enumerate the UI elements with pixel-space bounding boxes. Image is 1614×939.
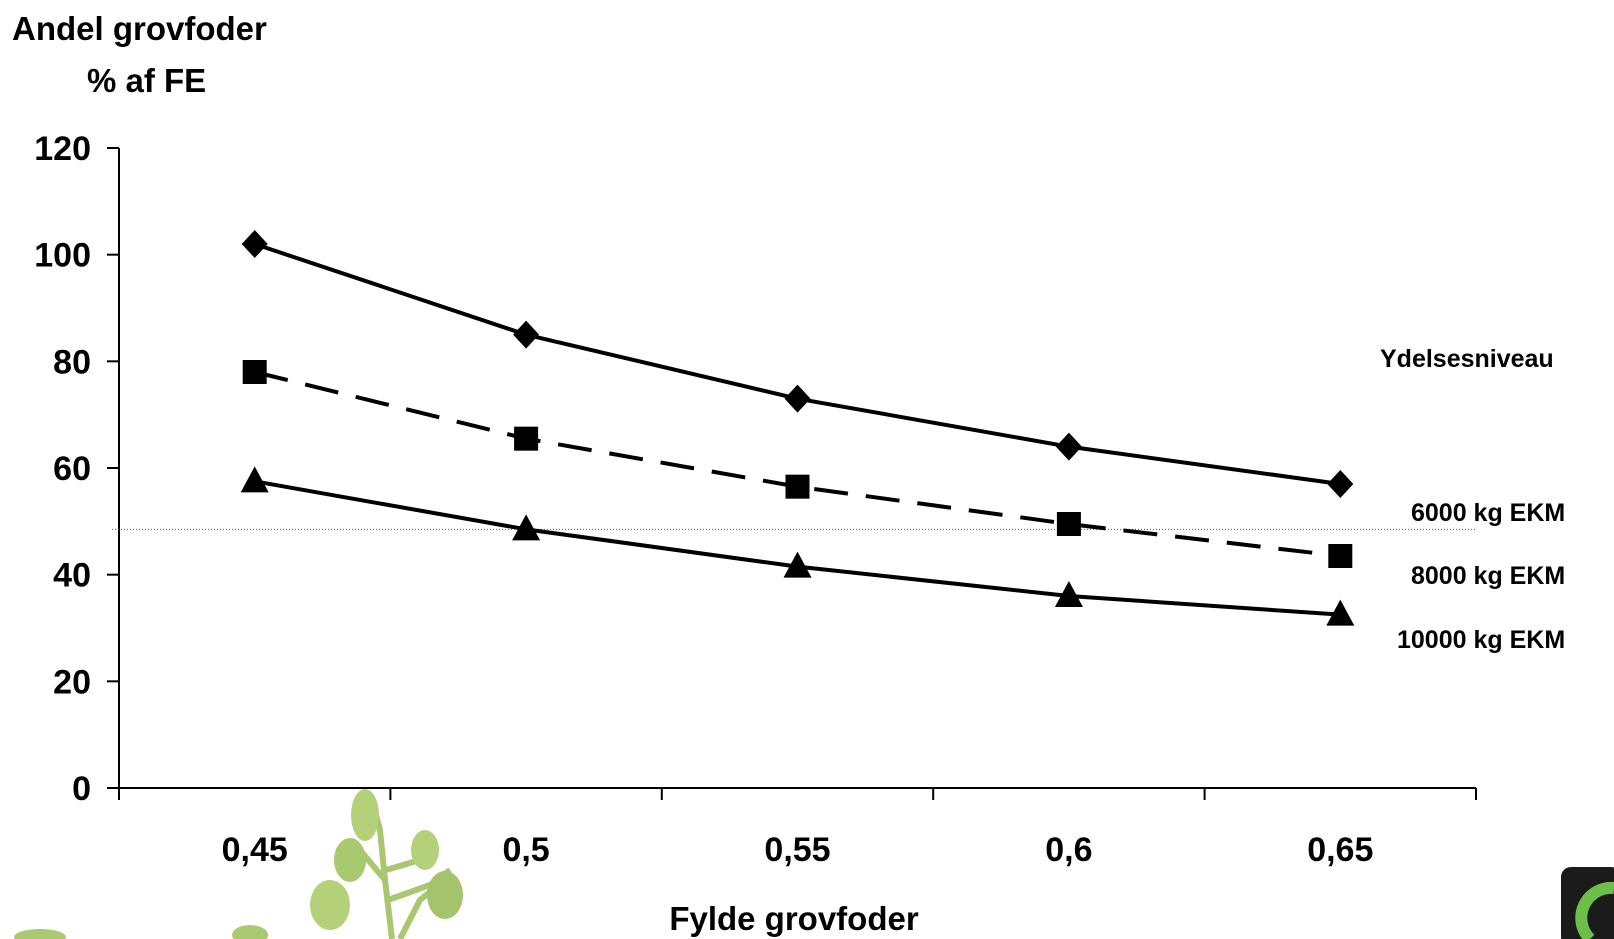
data-point-square bbox=[514, 426, 539, 451]
y-tick-label: 100 bbox=[34, 237, 91, 275]
data-point-square bbox=[1328, 544, 1353, 568]
data-point-triangle bbox=[240, 466, 269, 493]
y-ticks: 0 20 40 60 80 100 120 bbox=[34, 130, 119, 808]
data-point-triangle bbox=[512, 514, 541, 541]
series-line-2 bbox=[254, 479, 1341, 617]
data-point-triangle bbox=[783, 551, 812, 578]
data-point-square bbox=[1056, 512, 1081, 536]
x-ticks: 0,45 0,5 0,55 0,6 0,65 bbox=[118, 788, 1477, 869]
y-tick-label: 80 bbox=[53, 343, 91, 381]
data-point-diamond bbox=[784, 384, 811, 413]
legend-item-10000: 10000 kg EKM bbox=[1397, 626, 1565, 654]
y-tick-label: 120 bbox=[34, 130, 91, 168]
legend-item-8000: 8000 kg EKM bbox=[1411, 562, 1565, 590]
data-point-diamond bbox=[1327, 470, 1354, 498]
y-axis-label-line2: % af FE bbox=[87, 62, 206, 99]
y-tick-label: 0 bbox=[72, 770, 91, 808]
data-point-square bbox=[785, 474, 810, 499]
x-tick-label: 0,5 bbox=[502, 831, 549, 869]
series-line-1 bbox=[254, 370, 1341, 558]
x-tick-label: 0,6 bbox=[1045, 831, 1092, 869]
y-axis-label-line1: Andel grovfoder bbox=[12, 10, 267, 47]
data-point-diamond bbox=[1055, 432, 1082, 461]
x-axis-label: Fylde grovfoder bbox=[669, 900, 919, 937]
legend-title: Ydelsesniveau bbox=[1380, 345, 1554, 373]
logo-corner bbox=[1561, 867, 1614, 939]
data-point-diamond bbox=[513, 320, 540, 349]
x-tick-label: 0,65 bbox=[1307, 831, 1373, 869]
y-tick-label: 60 bbox=[53, 450, 91, 488]
y-tick-label: 20 bbox=[53, 663, 91, 701]
x-tick-label: 0,55 bbox=[764, 831, 830, 869]
y-tick-label: 40 bbox=[53, 557, 91, 595]
x-tick-label: 0,45 bbox=[222, 831, 288, 869]
data-point-square bbox=[242, 360, 267, 384]
background-plant-decoration bbox=[14, 789, 463, 939]
legend-item-6000: 6000 kg EKM bbox=[1411, 499, 1565, 527]
series-group bbox=[240, 230, 1355, 626]
data-point-diamond bbox=[241, 230, 268, 258]
data-point-triangle bbox=[1054, 581, 1083, 607]
data-point-triangle bbox=[1326, 599, 1355, 626]
series-line-0 bbox=[254, 242, 1341, 486]
